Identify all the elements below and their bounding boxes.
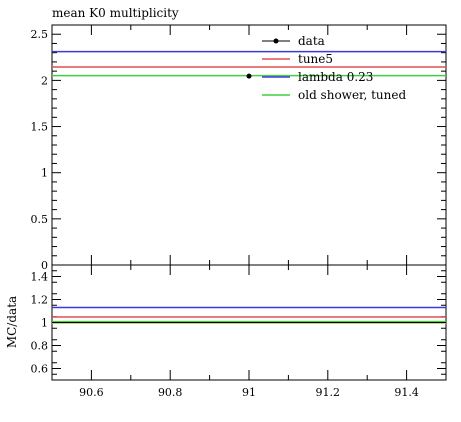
- main-plot-frame: [51, 24, 447, 266]
- legend-label-tune5: tune5: [298, 52, 333, 66]
- x-tick-label: 90.8: [158, 386, 183, 399]
- legend-label-lambda-0-23: lambda 0.23: [298, 70, 373, 84]
- chart-title: mean K0 multiplicity: [52, 6, 179, 20]
- legend: data tune5 lambda 0.23 old shower, tuned: [262, 34, 406, 102]
- x-tick-label: 91.4: [394, 386, 419, 399]
- x-tick-label: 91.2: [316, 386, 341, 399]
- main-y-tick-label: 1.5: [31, 121, 49, 134]
- main-y-tick-label: 0.5: [31, 213, 49, 226]
- main-y-axis: 0 0.5 1 1.5 2 2.5: [31, 28, 446, 272]
- ratio-y-label: MC/data: [5, 296, 19, 348]
- legend-label-old-shower-tuned: old shower, tuned: [298, 88, 406, 102]
- data-point: [246, 73, 252, 79]
- ratio-y-tick-label: 0.6: [31, 363, 49, 376]
- main-y-tick-label: 1: [41, 167, 48, 180]
- main-y-tick-label: 0: [41, 259, 48, 272]
- ratio-y-tick-label: 0.8: [31, 340, 49, 353]
- main-y-tick-label: 2.5: [31, 28, 49, 41]
- legend-marker-data: [273, 38, 279, 44]
- ratio-series-group: [52, 306, 446, 324]
- x-tick-label: 90.6: [79, 386, 104, 399]
- main-series-group: [52, 50, 446, 79]
- ratio-y-tick-label: 1: [41, 317, 48, 330]
- ratio-y-axis: 0.6 0.8 1 1.2 1.4: [31, 270, 446, 376]
- main-y-tick-label: 2: [41, 74, 48, 87]
- ratio-y-tick-label: 1.4: [31, 271, 49, 284]
- x-axis: 90.6 90.8 91 91.2 91.4: [51, 25, 447, 399]
- x-tick-label: 91: [242, 386, 256, 399]
- ratio-y-tick-label: 1.2: [31, 294, 49, 307]
- legend-label-data: data: [298, 34, 325, 48]
